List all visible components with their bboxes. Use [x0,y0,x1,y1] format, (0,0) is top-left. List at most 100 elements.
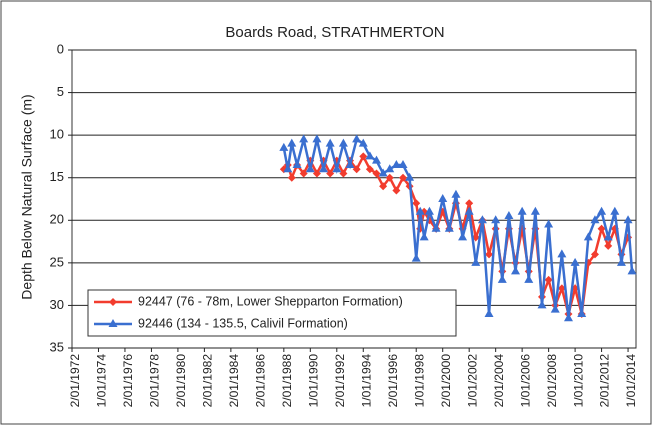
x-tick-label: 2/01/1988 [280,354,294,408]
x-tick-label: 2/01/1984 [227,354,241,408]
marker [372,155,382,164]
marker [544,219,554,228]
marker [379,182,388,191]
x-tick-label: 1/01/2014 [624,354,638,408]
legend-box [87,289,457,337]
marker [392,186,401,195]
marker [358,138,368,147]
marker [504,211,514,220]
marker [415,206,425,215]
x-tick-label: 1/01/1998 [412,354,426,408]
marker [458,232,468,241]
y-tick-label: 30 [50,297,64,312]
marker [623,215,633,224]
marker [332,164,342,173]
marker [412,199,421,208]
x-tick-label: 2/01/2004 [492,354,506,408]
marker [485,250,494,259]
marker [424,206,434,215]
x-tick-label: 2/01/1976 [121,354,135,408]
marker [471,257,481,266]
marker [352,134,362,143]
marker [378,168,388,177]
marker [627,266,637,275]
x-tick-label: 2/01/2012 [598,354,612,408]
marker [431,223,441,232]
marker [312,134,322,143]
marker [372,169,381,178]
x-tick-label: 1/01/1990 [306,354,320,408]
x-tick-label: 2/01/1986 [254,354,268,408]
legend-marker [108,319,118,327]
marker [398,159,408,168]
marker [590,215,600,224]
legend-marker [109,298,117,306]
x-tick-label: 1/01/1974 [95,354,109,408]
x-tick-label: 1/01/2010 [571,354,585,408]
marker [398,173,407,182]
x-tick-label: 2/01/1992 [333,354,347,408]
marker [292,159,302,168]
y-tick-label: 10 [50,127,64,142]
marker [345,159,355,168]
marker [365,151,375,160]
x-tick-label: 1/01/1994 [359,354,373,408]
legend-label: 92447 (76 - 78m, Lower Shepparton Format… [138,294,403,308]
marker [325,138,335,147]
marker [491,215,501,224]
marker [465,199,474,208]
marker [411,253,421,262]
marker [287,173,296,182]
marker [299,169,308,178]
marker [517,206,527,215]
x-tick-label: 2/01/2000 [439,354,453,408]
marker [359,152,368,161]
marker [557,249,567,258]
legend-label: 92446 (134 - 135.5, Calivil Formation) [138,316,348,330]
x-tick-label: 1/01/2002 [465,354,479,408]
marker [577,308,587,317]
marker [438,194,448,202]
marker [597,224,606,233]
marker [319,164,329,173]
y-tick-label: 20 [50,212,64,227]
marker [287,138,297,147]
marker [385,164,395,173]
x-tick-label: 2/01/1996 [386,354,400,408]
marker [524,274,534,283]
marker [590,250,599,259]
legend: 92447 (76 - 78m, Lower Shepparton Format… [87,289,457,337]
marker [419,232,429,241]
marker [597,206,607,215]
y-tick-label: 0 [57,41,64,56]
y-tick-label: 35 [50,339,64,354]
x-tick-label: 2/01/1980 [174,354,188,408]
marker [338,138,348,147]
marker [511,266,521,275]
marker [557,284,566,293]
marker [352,165,361,174]
marker [312,169,321,178]
marker [451,189,461,198]
marker [616,257,626,266]
marker [497,274,507,283]
marker [563,313,573,322]
marker [299,134,309,143]
marker [610,206,620,215]
y-tick-label: 5 [57,84,64,99]
marker [391,159,401,168]
marker [537,300,547,309]
chart-title: Boards Road, STRATHMERTON [225,24,444,41]
marker [326,169,335,178]
marker [550,304,560,313]
marker [339,169,348,178]
marker [570,257,580,266]
x-tick-label: 2/01/1982 [201,354,215,408]
marker [283,164,293,173]
marker [603,232,613,241]
x-tick-label: 2/01/2008 [545,354,559,408]
marker [405,172,415,181]
x-tick-label: 2/01/1972 [68,354,82,408]
marker [279,142,289,151]
